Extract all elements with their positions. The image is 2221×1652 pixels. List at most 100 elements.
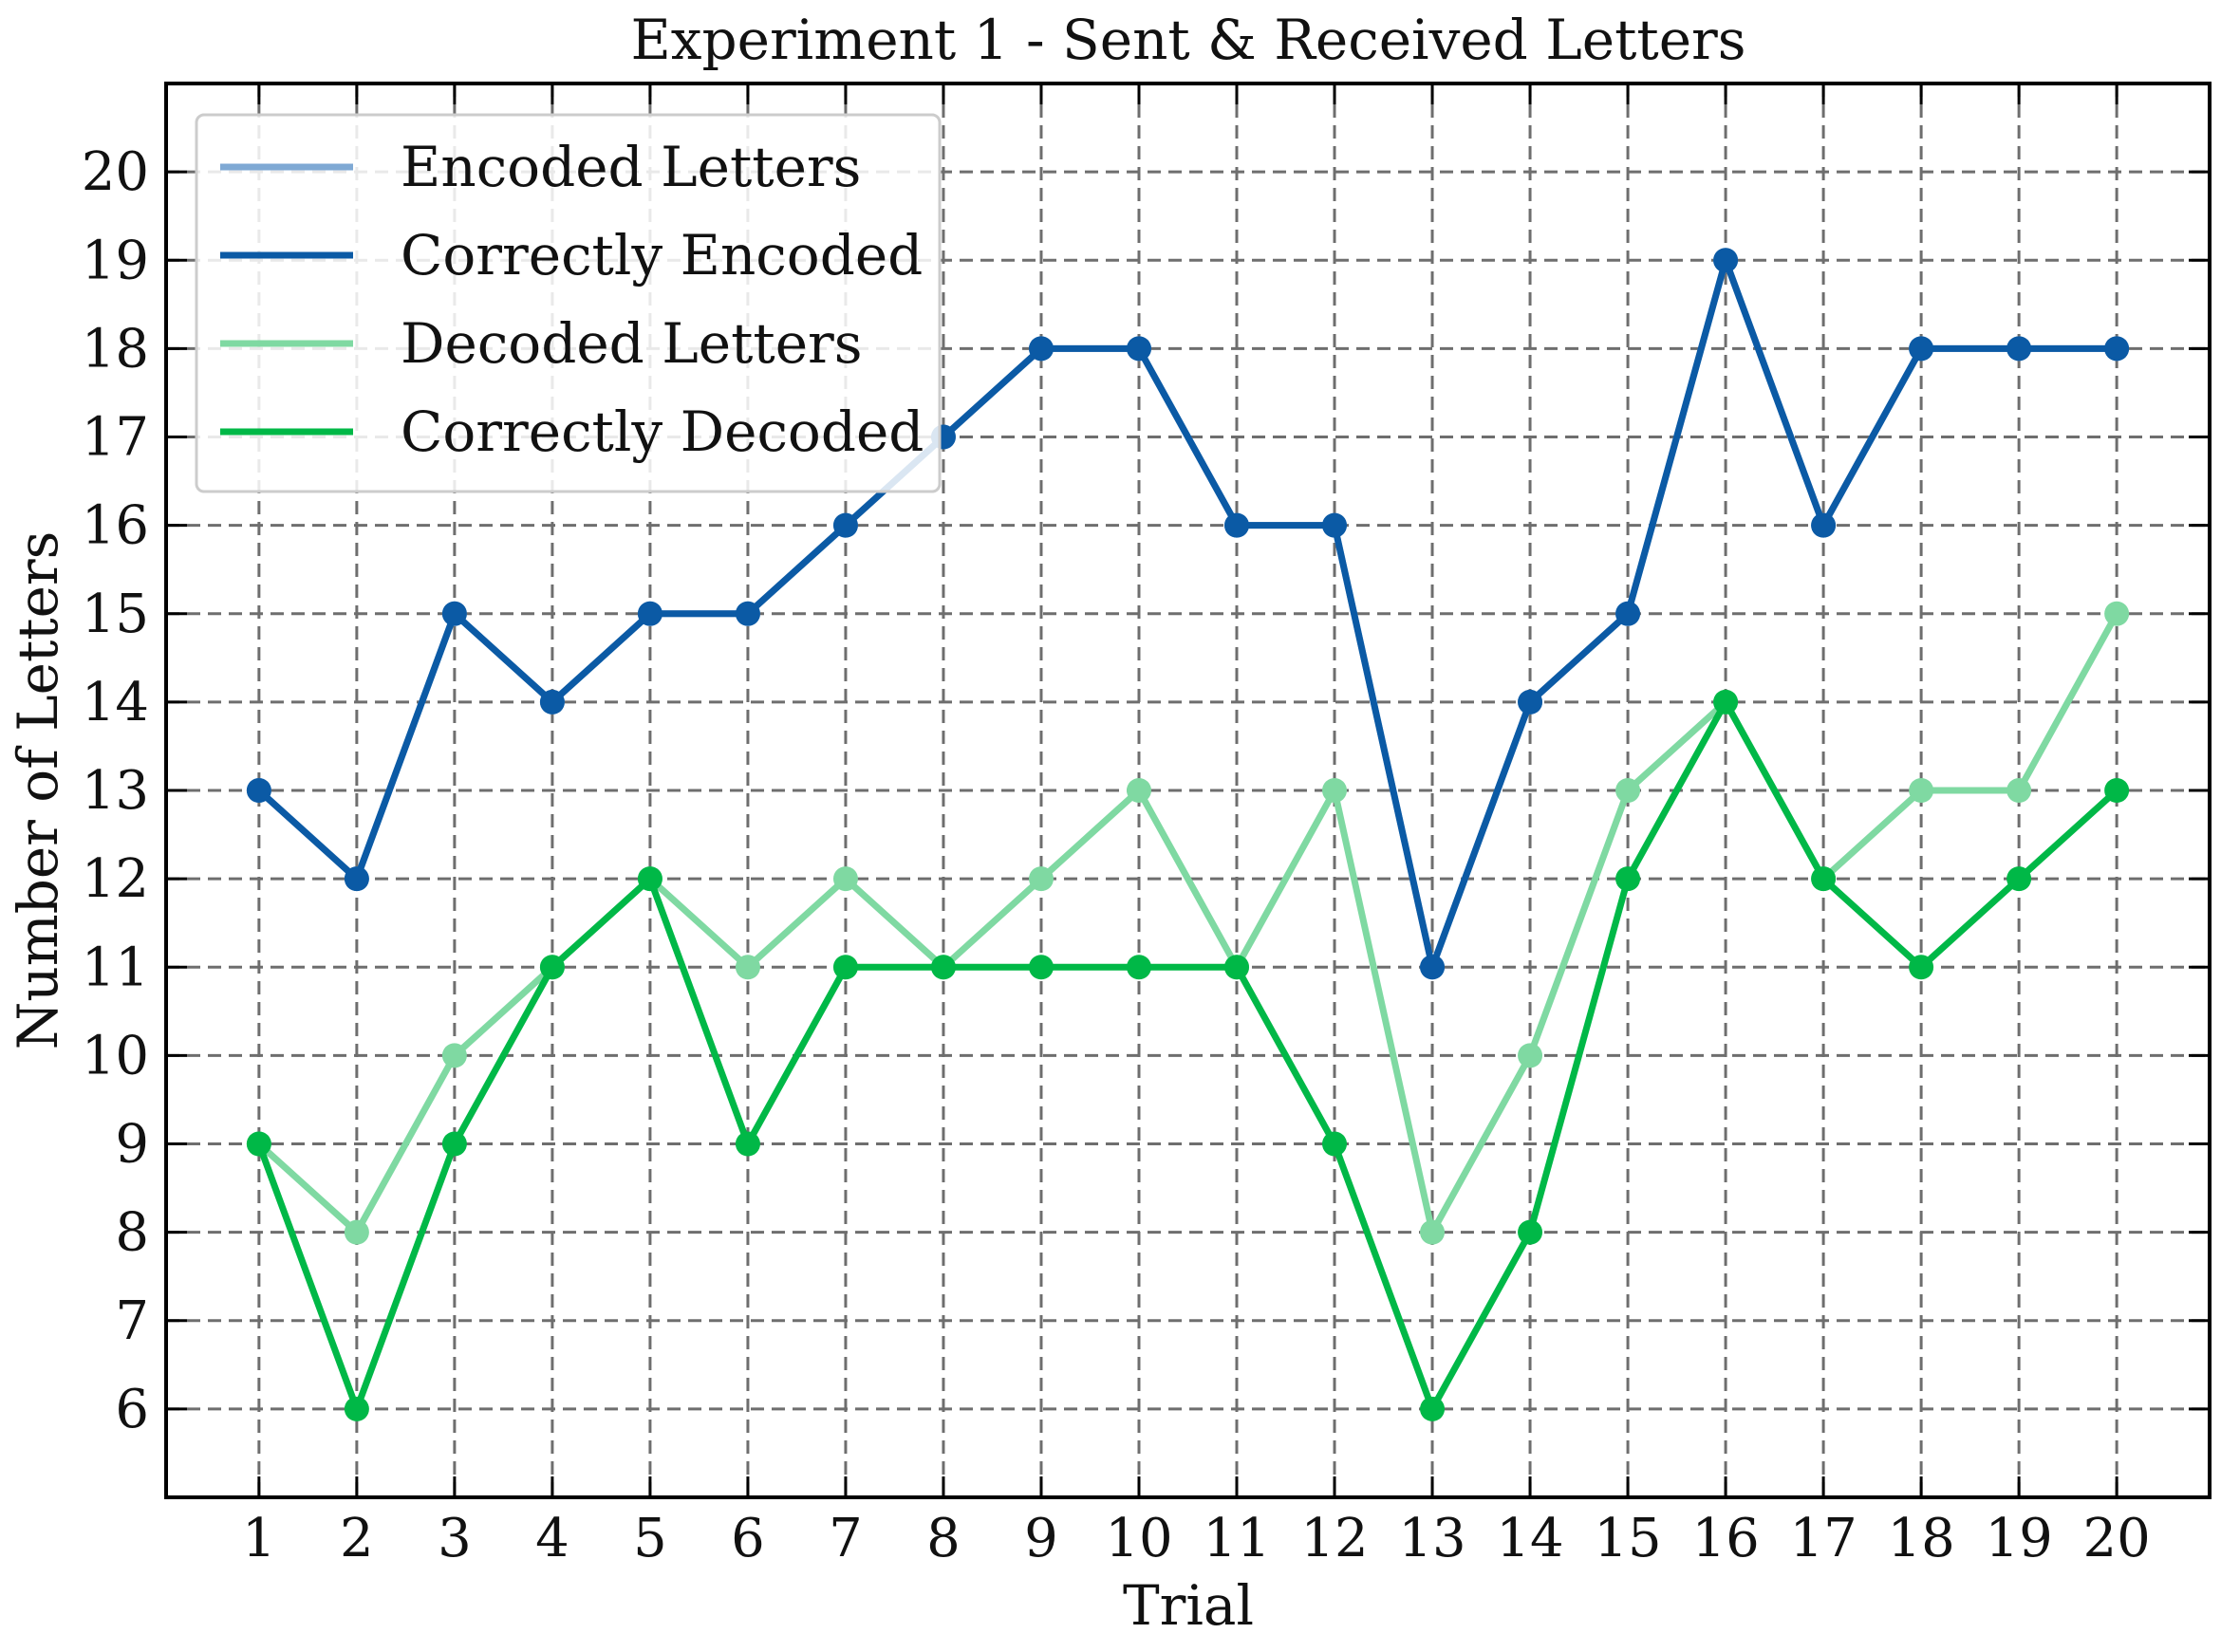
data-point: [344, 866, 369, 892]
legend-label: Encoded Letters: [401, 135, 861, 199]
x-tick-label: 19: [1985, 1508, 2052, 1569]
data-point: [1713, 689, 1739, 715]
data-point: [1322, 1131, 1348, 1157]
x-tick-label: 4: [535, 1508, 569, 1569]
x-tick-label: 6: [731, 1508, 765, 1569]
data-point: [832, 512, 858, 538]
x-tick-label: 1: [242, 1508, 276, 1569]
data-point: [2104, 778, 2130, 803]
x-tick-label: 13: [1398, 1508, 1465, 1569]
data-point: [1518, 1219, 1543, 1245]
legend: Encoded Letters Correctly Encoded Decoded …: [195, 113, 942, 493]
y-tick-label: 20: [82, 141, 149, 203]
data-point: [1909, 336, 1934, 362]
data-point: [246, 1131, 271, 1157]
data-point: [1615, 866, 1641, 892]
data-point: [1615, 778, 1641, 803]
x-tick-label: 16: [1691, 1508, 1759, 1569]
data-point: [1420, 1396, 1446, 1421]
x-tick-label: 20: [2083, 1508, 2151, 1569]
y-axis-label: Number of Letters: [6, 531, 70, 1050]
data-point: [1224, 512, 1250, 538]
x-tick-label: 9: [1024, 1508, 1058, 1569]
x-tick-label: 15: [1594, 1508, 1661, 1569]
data-point: [1224, 955, 1250, 980]
data-point: [441, 1131, 467, 1157]
data-point: [735, 1131, 760, 1157]
legend-label: Decoded Letters: [401, 311, 863, 376]
data-point: [735, 955, 760, 980]
data-point: [2006, 778, 2032, 803]
data-point: [637, 866, 663, 892]
data-point: [1028, 955, 1054, 980]
x-tick-label: 18: [1887, 1508, 1954, 1569]
data-point: [1420, 1219, 1446, 1245]
y-tick-label: 8: [115, 1202, 149, 1264]
data-point: [539, 955, 565, 980]
data-point: [1518, 689, 1543, 715]
axis-ticks: 1 2 3 4 5 6 7 8 9 10 11 12 13 14 15 16 17 18 19 20678910111…: [82, 84, 2210, 1569]
data-point: [344, 1396, 369, 1421]
legend-box: [195, 113, 942, 493]
data-point: [441, 601, 467, 626]
x-tick-label: 2: [340, 1508, 374, 1569]
legend-label: Correctly Decoded: [401, 399, 924, 464]
data-point: [1420, 955, 1446, 980]
data-point: [832, 955, 858, 980]
data-point: [1615, 601, 1641, 626]
series-3: [246, 689, 2130, 1421]
data-point: [1126, 778, 1151, 803]
y-tick-label: 13: [82, 760, 149, 822]
data-point: [246, 778, 271, 803]
data-point: [735, 601, 760, 626]
data-point: [2006, 866, 2032, 892]
data-point: [1811, 866, 1837, 892]
data-point: [441, 1043, 467, 1068]
x-tick-label: 7: [829, 1508, 863, 1569]
data-point: [344, 1219, 369, 1245]
series-layer: [246, 248, 2130, 1421]
data-point: [1811, 512, 1837, 538]
x-tick-label: 8: [926, 1508, 961, 1569]
data-point: [1322, 512, 1348, 538]
x-tick-label: 3: [438, 1508, 472, 1569]
y-tick-label: 6: [115, 1379, 149, 1440]
data-point: [2104, 336, 2130, 362]
data-point: [1909, 955, 1934, 980]
y-tick-label: 9: [115, 1114, 149, 1176]
x-tick-label: 11: [1203, 1508, 1270, 1569]
x-axis-label: Trial: [1123, 1573, 1254, 1638]
legend-label: Correctly Encoded: [401, 223, 923, 288]
data-point: [1028, 866, 1054, 892]
y-tick-label: 7: [115, 1290, 149, 1352]
data-point: [832, 866, 858, 892]
y-tick-label: 12: [82, 848, 149, 910]
y-tick-label: 14: [82, 672, 149, 733]
x-tick-label: 12: [1300, 1508, 1368, 1569]
data-point: [1909, 778, 1934, 803]
series-line: [256, 256, 2118, 971]
data-point: [1126, 955, 1151, 980]
y-tick-label: 15: [82, 584, 149, 645]
data-point: [1028, 336, 1054, 362]
x-tick-label: 14: [1496, 1508, 1563, 1569]
data-point: [1126, 336, 1151, 362]
chart-title: Experiment 1 - Sent & Received Letters: [630, 8, 1745, 72]
data-point: [1713, 248, 1739, 273]
x-tick-label: 17: [1789, 1508, 1857, 1569]
data-point: [637, 601, 663, 626]
x-tick-label: 5: [633, 1508, 667, 1569]
data-point: [2006, 336, 2032, 362]
data-point: [1322, 778, 1348, 803]
series-line: [255, 698, 2119, 1413]
y-tick-label: 19: [82, 230, 149, 291]
y-tick-label: 17: [82, 407, 149, 469]
y-tick-label: 11: [82, 937, 149, 998]
y-tick-label: 18: [82, 318, 149, 380]
y-tick-label: 16: [82, 495, 149, 557]
data-point: [2104, 601, 2130, 626]
data-point: [1518, 1043, 1543, 1068]
y-tick-label: 10: [82, 1025, 149, 1086]
data-point: [930, 955, 956, 980]
